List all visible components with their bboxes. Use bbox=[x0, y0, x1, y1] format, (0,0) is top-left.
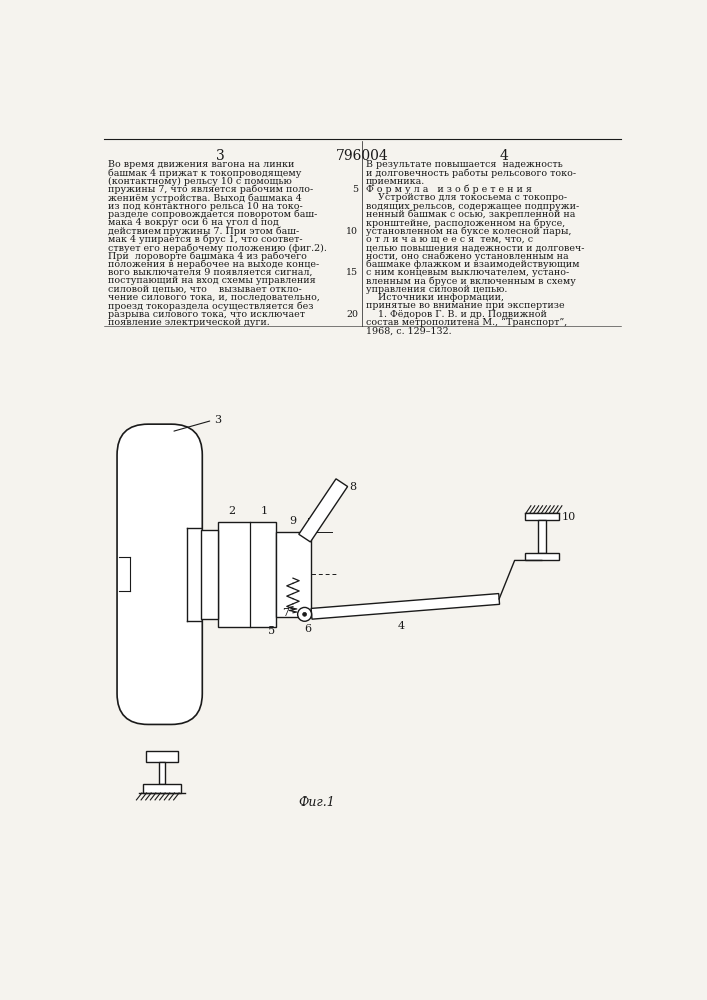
Text: установленном на буксе колесной пары,: установленном на буксе колесной пары, bbox=[366, 227, 571, 236]
Text: 9: 9 bbox=[289, 516, 296, 526]
Text: 20: 20 bbox=[346, 310, 358, 319]
Text: 796004: 796004 bbox=[336, 149, 388, 163]
Text: вленным на брусе и включенным в схему: вленным на брусе и включенным в схему bbox=[366, 276, 575, 286]
Text: вого выключателя 9 появляется сигнал,: вого выключателя 9 появляется сигнал, bbox=[107, 268, 312, 277]
Text: водящих рельсов, содержащее подпружи-: водящих рельсов, содержащее подпружи- bbox=[366, 202, 579, 211]
Text: действием пружины 7. При этом баш-: действием пружины 7. При этом баш- bbox=[107, 227, 299, 236]
Bar bbox=[525, 553, 559, 560]
Text: целью повышения надежности и долговеч-: целью повышения надежности и долговеч- bbox=[366, 243, 584, 252]
Bar bbox=[218, 522, 276, 627]
Text: 3: 3 bbox=[216, 149, 225, 163]
Text: приемника.: приемника. bbox=[366, 177, 425, 186]
Text: появление электрической дуги.: появление электрической дуги. bbox=[107, 318, 269, 327]
Text: α: α bbox=[313, 515, 322, 528]
Text: 3: 3 bbox=[214, 415, 221, 425]
Text: 2: 2 bbox=[228, 506, 235, 516]
Text: башмак 4 прижат к токопроводящему: башмак 4 прижат к токопроводящему bbox=[107, 168, 301, 178]
Text: ствует его нерабочему положению (фиг.2).: ствует его нерабочему положению (фиг.2). bbox=[107, 243, 327, 253]
Text: и долговечность работы рельсового токо-: и долговечность работы рельсового токо- bbox=[366, 168, 576, 178]
Text: Источники информации,: Источники информации, bbox=[366, 293, 504, 302]
Text: разделе сопровождается поворотом баш-: разделе сопровождается поворотом баш- bbox=[107, 210, 317, 219]
Text: 8: 8 bbox=[349, 482, 356, 492]
Text: Устройство для токосьема с токопро-: Устройство для токосьема с токопро- bbox=[366, 193, 567, 202]
Text: 7: 7 bbox=[282, 608, 289, 618]
Circle shape bbox=[298, 607, 312, 621]
Bar bbox=[538, 520, 546, 553]
Text: 5: 5 bbox=[269, 626, 276, 636]
Bar bbox=[525, 513, 559, 520]
Bar bbox=[146, 751, 178, 762]
FancyBboxPatch shape bbox=[117, 424, 202, 724]
Polygon shape bbox=[299, 479, 348, 542]
Text: из под контактного рельса 10 на токо-: из под контактного рельса 10 на токо- bbox=[107, 202, 303, 211]
Text: Ф о р м у л а   и з о б р е т е н и я: Ф о р м у л а и з о б р е т е н и я bbox=[366, 185, 532, 194]
Bar bbox=[143, 784, 182, 793]
Text: проезд токораздела осуществляется без: проезд токораздела осуществляется без bbox=[107, 301, 313, 311]
Text: принятые во внимание при экспертизе: принятые во внимание при экспертизе bbox=[366, 301, 564, 310]
Text: 1968, с. 129–132.: 1968, с. 129–132. bbox=[366, 326, 452, 335]
Polygon shape bbox=[311, 594, 500, 619]
Text: 1: 1 bbox=[261, 506, 268, 516]
Text: поступающий на вход схемы управления: поступающий на вход схемы управления bbox=[107, 276, 315, 285]
Text: Фиг.1: Фиг.1 bbox=[298, 796, 335, 809]
Text: разрыва силового тока, что исключает: разрыва силового тока, что исключает bbox=[107, 310, 305, 319]
Text: 10: 10 bbox=[346, 227, 358, 236]
Text: ненный башмак с осью, закрепленной на: ненный башмак с осью, закрепленной на bbox=[366, 210, 575, 219]
Text: 5: 5 bbox=[352, 185, 358, 194]
Text: Во время движения вагона на линки: Во время движения вагона на линки bbox=[107, 160, 294, 169]
Text: 1. Фёдоров Г. В. и др. Подвижной: 1. Фёдоров Г. В. и др. Подвижной bbox=[366, 310, 547, 319]
Text: пружины 7, что является рабочим поло-: пружины 7, что является рабочим поло- bbox=[107, 185, 313, 194]
Text: В результате повышается  надежность: В результате повышается надежность bbox=[366, 160, 563, 169]
Text: мака 4 вокруг оси 6 на угол d под: мака 4 вокруг оси 6 на угол d под bbox=[107, 218, 279, 227]
Text: жениём устройства. Выход башмака 4: жениём устройства. Выход башмака 4 bbox=[107, 193, 301, 203]
Text: 10: 10 bbox=[562, 512, 576, 522]
Text: чение силового тока, и, последовательно,: чение силового тока, и, последовательно, bbox=[107, 293, 320, 302]
Text: силовой цепью, что    вызывает откло-: силовой цепью, что вызывает откло- bbox=[107, 285, 301, 294]
Bar bbox=[276, 532, 311, 617]
Text: (контактному) рельсу 10 с помощью: (контактному) рельсу 10 с помощью bbox=[107, 177, 291, 186]
Text: 6: 6 bbox=[304, 624, 311, 634]
Text: состав метрополитена М., “Транспорт”,: состав метрополитена М., “Транспорт”, bbox=[366, 318, 567, 327]
Text: мак 4 упирается в брус 1, что соответ-: мак 4 упирается в брус 1, что соответ- bbox=[107, 235, 303, 244]
Bar bbox=[159, 762, 165, 784]
Text: о т л и ч а ю щ е е с я  тем, что, с: о т л и ч а ю щ е е с я тем, что, с bbox=[366, 235, 533, 244]
Text: управления силовой цепью.: управления силовой цепью. bbox=[366, 285, 507, 294]
Text: кронштейне, расположенном на брусе,: кронштейне, расположенном на брусе, bbox=[366, 218, 565, 228]
Text: 4: 4 bbox=[398, 621, 405, 631]
Text: 15: 15 bbox=[346, 268, 358, 277]
Bar bbox=[201, 530, 218, 619]
Text: 4: 4 bbox=[499, 149, 508, 163]
Text: положения в нерабочее на выходе конце-: положения в нерабочее на выходе конце- bbox=[107, 260, 319, 269]
Text: башмаке флажком и взаимодействующим: башмаке флажком и взаимодействующим bbox=[366, 260, 579, 269]
Text: с ним концевым выключателем, устано-: с ним концевым выключателем, устано- bbox=[366, 268, 569, 277]
Text: ности, оно снабжено установленным на: ности, оно снабжено установленным на bbox=[366, 252, 568, 261]
Circle shape bbox=[303, 612, 307, 616]
Text: При  лороворте башмака 4 из рабочего: При лороворте башмака 4 из рабочего bbox=[107, 252, 307, 261]
